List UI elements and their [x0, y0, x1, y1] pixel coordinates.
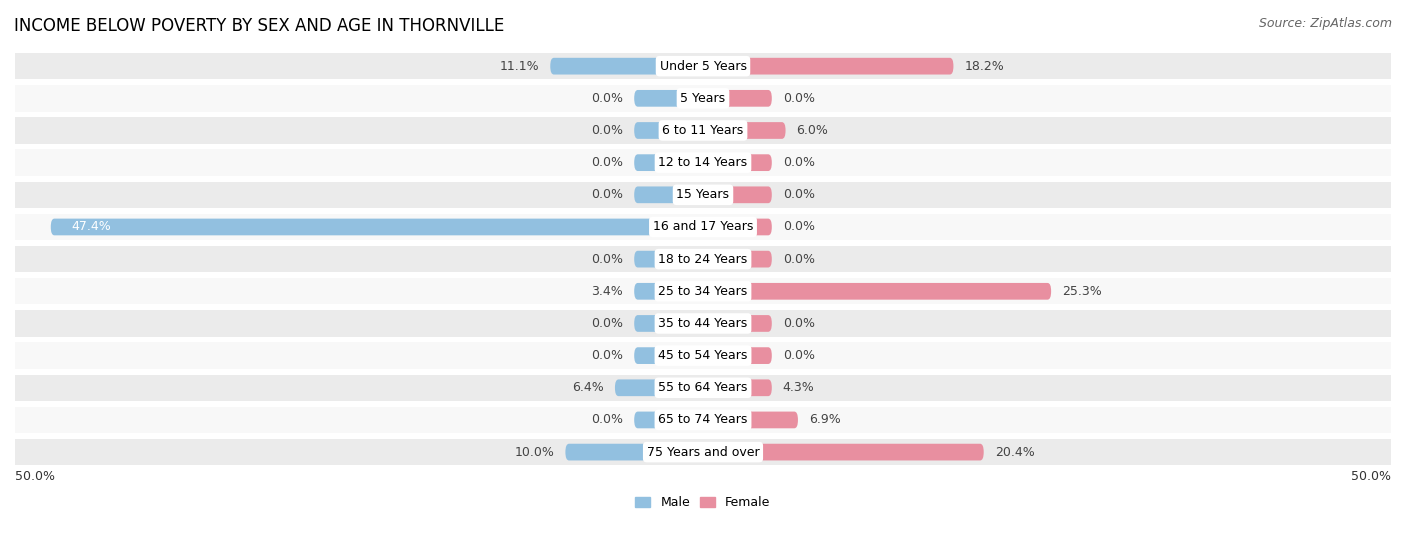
- FancyBboxPatch shape: [614, 379, 703, 396]
- Bar: [15, 214, 1391, 240]
- Text: 25.3%: 25.3%: [1062, 285, 1102, 298]
- FancyBboxPatch shape: [550, 58, 703, 75]
- FancyBboxPatch shape: [703, 186, 772, 203]
- Text: 6 to 11 Years: 6 to 11 Years: [662, 124, 744, 137]
- FancyBboxPatch shape: [703, 283, 1052, 300]
- Text: 0.0%: 0.0%: [591, 413, 623, 426]
- FancyBboxPatch shape: [634, 347, 703, 364]
- FancyBboxPatch shape: [703, 251, 772, 267]
- Text: 5 Years: 5 Years: [681, 92, 725, 105]
- FancyBboxPatch shape: [703, 412, 799, 429]
- Text: 0.0%: 0.0%: [591, 188, 623, 201]
- Text: 4.3%: 4.3%: [783, 381, 814, 395]
- Text: 0.0%: 0.0%: [783, 156, 815, 169]
- Text: 65 to 74 Years: 65 to 74 Years: [658, 413, 748, 426]
- Text: 0.0%: 0.0%: [591, 92, 623, 105]
- FancyBboxPatch shape: [703, 379, 772, 396]
- Text: 10.0%: 10.0%: [515, 446, 554, 459]
- Bar: [15, 117, 1391, 143]
- Text: 3.4%: 3.4%: [592, 285, 623, 298]
- Text: Source: ZipAtlas.com: Source: ZipAtlas.com: [1258, 17, 1392, 30]
- Text: 25 to 34 Years: 25 to 34 Years: [658, 285, 748, 298]
- FancyBboxPatch shape: [634, 186, 703, 203]
- FancyBboxPatch shape: [51, 219, 703, 235]
- FancyBboxPatch shape: [703, 122, 786, 139]
- Text: 16 and 17 Years: 16 and 17 Years: [652, 220, 754, 233]
- Text: 6.4%: 6.4%: [572, 381, 605, 395]
- Bar: [15, 407, 1391, 433]
- Text: 0.0%: 0.0%: [783, 253, 815, 266]
- Bar: [15, 181, 1391, 208]
- Bar: [15, 246, 1391, 272]
- Text: 6.0%: 6.0%: [797, 124, 828, 137]
- FancyBboxPatch shape: [634, 251, 703, 267]
- Text: 55 to 64 Years: 55 to 64 Years: [658, 381, 748, 395]
- FancyBboxPatch shape: [565, 444, 703, 460]
- Bar: [15, 278, 1391, 305]
- Bar: [15, 374, 1391, 401]
- Text: 50.0%: 50.0%: [1351, 470, 1391, 483]
- FancyBboxPatch shape: [634, 122, 703, 139]
- Text: 18.2%: 18.2%: [965, 60, 1004, 73]
- Text: 0.0%: 0.0%: [783, 317, 815, 330]
- Bar: [15, 343, 1391, 369]
- Text: 15 Years: 15 Years: [676, 188, 730, 201]
- Text: 0.0%: 0.0%: [591, 156, 623, 169]
- Text: 12 to 14 Years: 12 to 14 Years: [658, 156, 748, 169]
- Text: INCOME BELOW POVERTY BY SEX AND AGE IN THORNVILLE: INCOME BELOW POVERTY BY SEX AND AGE IN T…: [14, 17, 505, 35]
- Text: 50.0%: 50.0%: [15, 470, 55, 483]
- FancyBboxPatch shape: [703, 347, 772, 364]
- Text: Under 5 Years: Under 5 Years: [659, 60, 747, 73]
- FancyBboxPatch shape: [634, 90, 703, 107]
- Text: 75 Years and over: 75 Years and over: [647, 446, 759, 459]
- FancyBboxPatch shape: [634, 412, 703, 429]
- FancyBboxPatch shape: [703, 219, 772, 235]
- FancyBboxPatch shape: [634, 315, 703, 332]
- Text: 0.0%: 0.0%: [783, 220, 815, 233]
- Text: 0.0%: 0.0%: [591, 124, 623, 137]
- Bar: [15, 310, 1391, 336]
- FancyBboxPatch shape: [703, 58, 953, 75]
- Text: 0.0%: 0.0%: [783, 349, 815, 362]
- FancyBboxPatch shape: [634, 155, 703, 171]
- Text: 11.1%: 11.1%: [499, 60, 540, 73]
- Text: 45 to 54 Years: 45 to 54 Years: [658, 349, 748, 362]
- Text: 35 to 44 Years: 35 to 44 Years: [658, 317, 748, 330]
- Bar: [15, 150, 1391, 176]
- Text: 47.4%: 47.4%: [72, 220, 111, 233]
- Text: 0.0%: 0.0%: [591, 253, 623, 266]
- Text: 18 to 24 Years: 18 to 24 Years: [658, 253, 748, 266]
- Bar: [15, 53, 1391, 79]
- Bar: [15, 85, 1391, 112]
- FancyBboxPatch shape: [703, 444, 984, 460]
- Text: 20.4%: 20.4%: [994, 446, 1035, 459]
- Text: 0.0%: 0.0%: [783, 188, 815, 201]
- Text: 0.0%: 0.0%: [591, 349, 623, 362]
- Text: 0.0%: 0.0%: [591, 317, 623, 330]
- Legend: Male, Female: Male, Female: [630, 491, 776, 514]
- Bar: [15, 439, 1391, 465]
- Text: 6.9%: 6.9%: [808, 413, 841, 426]
- Text: 0.0%: 0.0%: [783, 92, 815, 105]
- FancyBboxPatch shape: [703, 315, 772, 332]
- FancyBboxPatch shape: [703, 90, 772, 107]
- FancyBboxPatch shape: [703, 155, 772, 171]
- FancyBboxPatch shape: [634, 283, 703, 300]
